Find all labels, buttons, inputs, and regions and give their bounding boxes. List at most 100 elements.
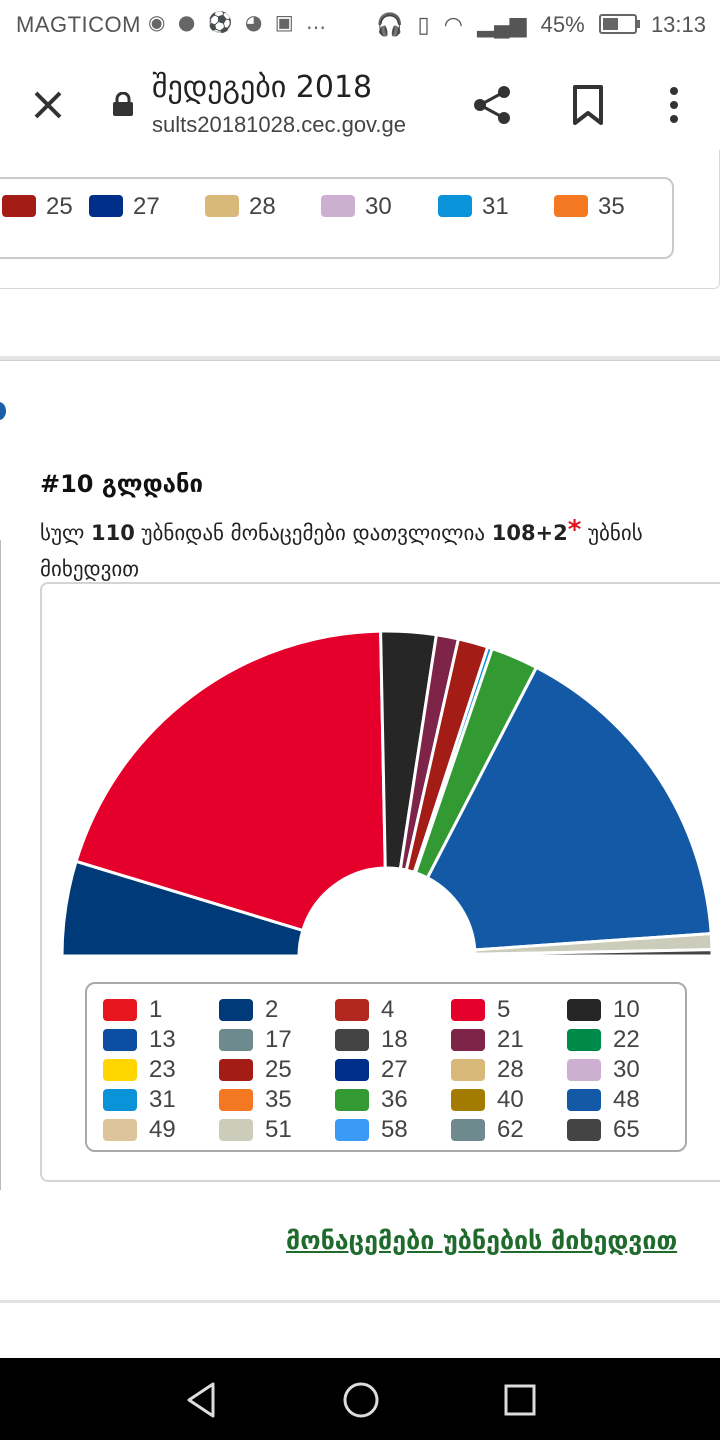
legend-swatch bbox=[335, 999, 369, 1021]
legend-swatch bbox=[335, 1089, 369, 1111]
legend-swatch bbox=[103, 1089, 137, 1111]
clock: 13:13 bbox=[650, 12, 706, 37]
legend-item[interactable]: 25 bbox=[2, 193, 73, 221]
legend-swatch bbox=[451, 1119, 485, 1141]
legend-swatch bbox=[567, 1119, 601, 1141]
legend-item-23[interactable]: 23 bbox=[103, 1056, 219, 1084]
chart-slice-5[interactable] bbox=[74, 629, 387, 933]
legend-item-58[interactable]: 58 bbox=[335, 1116, 451, 1144]
legend-item-40[interactable]: 40 bbox=[451, 1086, 567, 1114]
legend-item-62[interactable]: 62 bbox=[451, 1116, 567, 1144]
wifi-icon: ◠ bbox=[443, 12, 463, 37]
legend-swatch bbox=[451, 1059, 485, 1081]
legend-item-10[interactable]: 10 bbox=[567, 996, 683, 1024]
legend-item-1[interactable]: 1 bbox=[103, 996, 219, 1024]
legend-swatch bbox=[219, 1089, 253, 1111]
legend-item-2[interactable]: 2 bbox=[219, 996, 335, 1024]
bookmark-icon[interactable] bbox=[570, 83, 606, 127]
legend-label: 58 bbox=[381, 1116, 408, 1143]
legend-item-4[interactable]: 4 bbox=[335, 996, 451, 1024]
precinct-results-link[interactable]: მონაცემები უბნების მიხედვით bbox=[286, 1226, 678, 1255]
legend-label: 28 bbox=[497, 1056, 524, 1083]
more-vert-icon[interactable] bbox=[660, 83, 688, 127]
legend-swatch bbox=[451, 1029, 485, 1051]
footnote-star[interactable]: * bbox=[567, 515, 582, 545]
legend-item[interactable]: 31 bbox=[438, 193, 509, 221]
legend-item[interactable]: 30 bbox=[321, 193, 392, 221]
legend-item-21[interactable]: 21 bbox=[451, 1026, 567, 1054]
legend-swatch bbox=[219, 1119, 253, 1141]
legend-item-18[interactable]: 18 bbox=[335, 1026, 451, 1054]
legend-label: 48 bbox=[613, 1086, 640, 1113]
legend-label: 27 bbox=[133, 193, 160, 220]
desc-prefix: სულ bbox=[40, 521, 91, 545]
legend-item-22[interactable]: 22 bbox=[567, 1026, 683, 1054]
legend-item-49[interactable]: 49 bbox=[103, 1116, 219, 1144]
legend-item-17[interactable]: 17 bbox=[219, 1026, 335, 1054]
previous-chart-legend: 25 27 28 30 31 35 bbox=[0, 177, 674, 259]
legend-item-5[interactable]: 5 bbox=[451, 996, 567, 1024]
close-icon[interactable] bbox=[28, 85, 68, 125]
legend-label: 30 bbox=[613, 1056, 640, 1083]
marker-dot bbox=[0, 402, 6, 420]
legend-item-31[interactable]: 31 bbox=[103, 1086, 219, 1114]
status-bar: MAGTICOM ◉ ● ⚽ ◕ ▣ … 🎧 ▯ ◠ ▂▄▆ 45% 13:13 bbox=[0, 0, 720, 50]
legend-swatch bbox=[567, 1089, 601, 1111]
legend-swatch bbox=[567, 1059, 601, 1081]
legend-label: 23 bbox=[149, 1056, 176, 1083]
legend-label: 27 bbox=[381, 1056, 408, 1083]
legend-label: 65 bbox=[613, 1116, 640, 1143]
legend-label: 13 bbox=[149, 1026, 176, 1053]
legend-item-27[interactable]: 27 bbox=[335, 1056, 451, 1084]
chart-slice-48[interactable] bbox=[425, 665, 713, 952]
legend-swatch bbox=[103, 1119, 137, 1141]
legend-label: 49 bbox=[149, 1116, 176, 1143]
legend-item-30[interactable]: 30 bbox=[567, 1056, 683, 1084]
recent-apps-icon[interactable] bbox=[502, 1380, 538, 1420]
chart-slice-65[interactable] bbox=[473, 948, 714, 958]
battery-percent: 45% bbox=[540, 12, 585, 37]
page-url[interactable]: sults20181028.cec.gov.ge bbox=[152, 112, 406, 137]
share-icon[interactable] bbox=[470, 83, 514, 127]
legend-label: 35 bbox=[265, 1086, 292, 1113]
page-title[interactable]: შედეგები 2018 bbox=[152, 70, 373, 105]
left-border bbox=[0, 540, 1, 1190]
legend-swatch bbox=[219, 1029, 253, 1051]
legend-label: 31 bbox=[149, 1086, 176, 1113]
legend-item-51[interactable]: 51 bbox=[219, 1116, 335, 1144]
legend-item-25[interactable]: 25 bbox=[219, 1056, 335, 1084]
legend-item-35[interactable]: 35 bbox=[219, 1086, 335, 1114]
legend-label: 25 bbox=[46, 193, 73, 220]
messenger-icon: ◕ bbox=[244, 10, 263, 34]
legend-label: 4 bbox=[381, 996, 395, 1023]
legend-item-36[interactable]: 36 bbox=[335, 1086, 451, 1114]
legend-label: 2 bbox=[265, 996, 279, 1023]
notification-icons: ◉ ● ⚽ ◕ ▣ … bbox=[148, 10, 332, 34]
legend-item-13[interactable]: 13 bbox=[103, 1026, 219, 1054]
legend-item[interactable]: 27 bbox=[89, 193, 160, 221]
half-donut-chart bbox=[60, 629, 714, 958]
counted-precincts: 108+2 bbox=[491, 521, 568, 545]
legend-swatch bbox=[554, 195, 588, 217]
legend-label: 21 bbox=[497, 1026, 524, 1053]
district-description: სულ 110 უბნიდან მონაცემები დათვლილია 108… bbox=[40, 512, 710, 587]
legend-label: 1 bbox=[149, 996, 163, 1023]
legend-item[interactable]: 28 bbox=[205, 193, 276, 221]
legend-item[interactable]: 35 bbox=[554, 193, 625, 221]
home-icon[interactable] bbox=[341, 1380, 381, 1420]
more-icon: … bbox=[305, 10, 326, 34]
carrier-name: MAGTICOM bbox=[16, 12, 141, 37]
soccer-icon: ⚽ bbox=[207, 10, 233, 34]
legend-item-48[interactable]: 48 bbox=[567, 1086, 683, 1114]
legend-item-28[interactable]: 28 bbox=[451, 1056, 567, 1084]
legend-item-65[interactable]: 65 bbox=[567, 1116, 683, 1144]
signal-icon: ▂▄▆ bbox=[477, 12, 527, 37]
back-icon[interactable] bbox=[183, 1380, 219, 1420]
system-status: 🎧 ▯ ◠ ▂▄▆ 45% 13:13 bbox=[368, 12, 706, 38]
headphones-icon: 🎧 bbox=[375, 12, 404, 37]
legend-swatch bbox=[567, 999, 601, 1021]
vibrate-icon: ▯ bbox=[417, 12, 430, 37]
browser-toolbar: შედეგები 2018 sults20181028.cec.gov.ge bbox=[0, 50, 720, 160]
legend-label: 31 bbox=[482, 193, 509, 220]
legend-swatch bbox=[451, 1089, 485, 1111]
